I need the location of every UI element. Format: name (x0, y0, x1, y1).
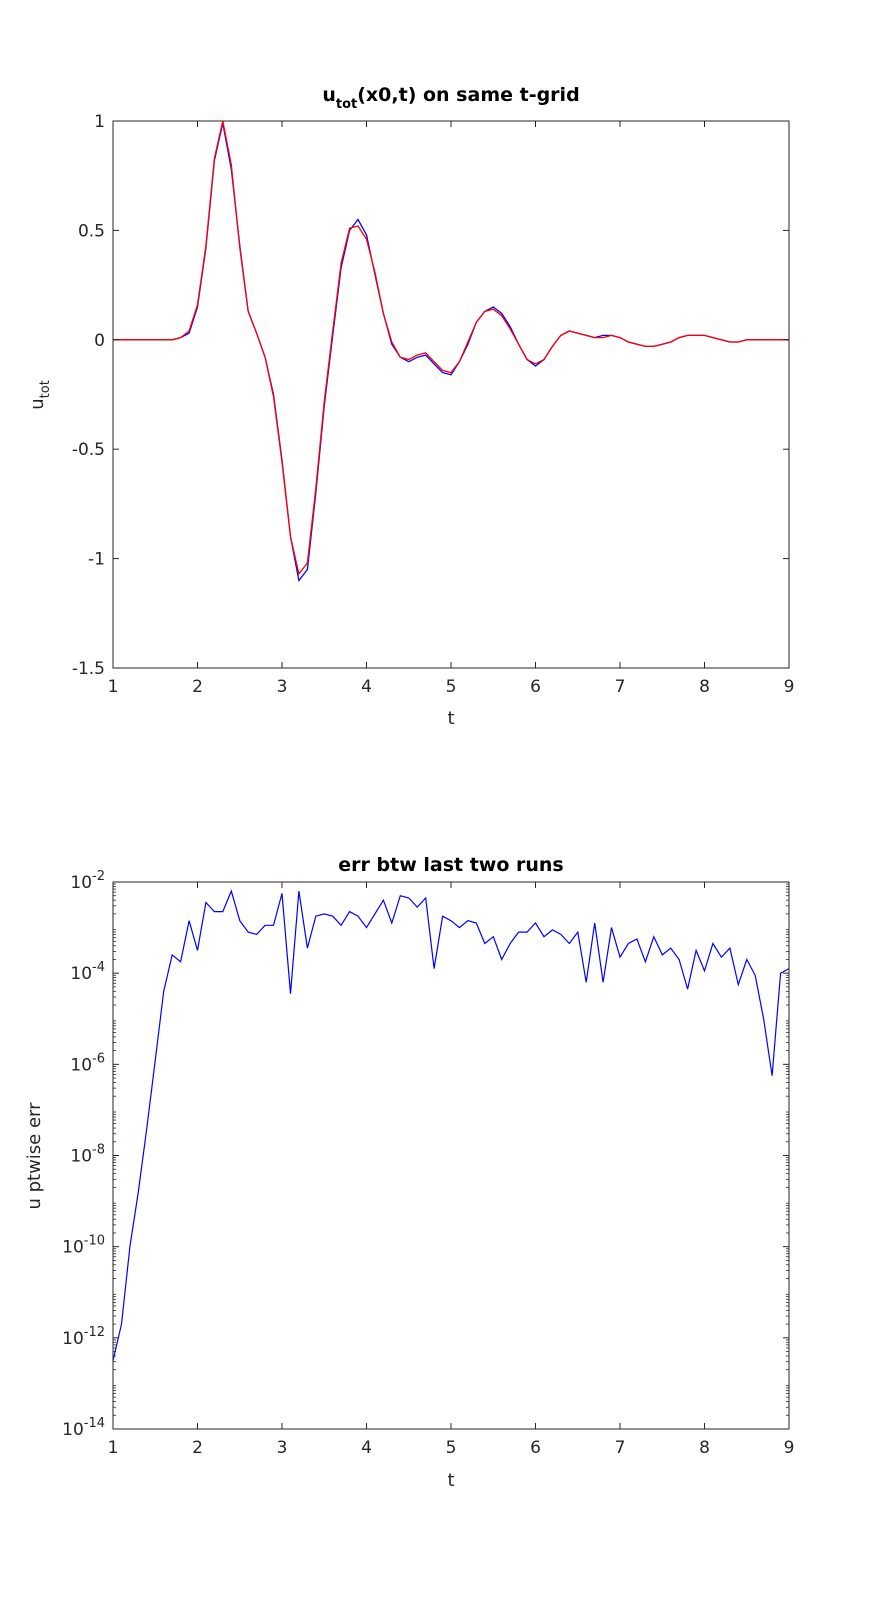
chart-utot-ytick-label: -1.5 (72, 659, 105, 679)
chart-err-xtick-label: 7 (615, 1438, 626, 1458)
chart-utot-series-layer (113, 120, 789, 583)
chart-err-ytick-label: 10-8 (70, 1143, 105, 1167)
chart-err-ticks: 1 2 3 4 5 6 7 8 9 10-14 10-12 10-10 10-8 10-6 10-4 10-2 (62, 869, 794, 1458)
chart-utot-ytick-label: 0.5 (78, 221, 105, 241)
chart-utot-xlabel: t (447, 708, 454, 729)
chart-utot-xtick-label: 7 (615, 677, 626, 697)
chart-utot-ticks: 1 2 3 4 5 6 7 8 9 -1.5 -1 -0.5 0 0.5 1 (72, 112, 795, 697)
chart-utot-ytick-label: 0 (94, 331, 105, 351)
chart-utot-xtick-label: 3 (277, 677, 288, 697)
chart-err-xtick-label: 9 (784, 1438, 795, 1458)
chart-utot-series-line-2 (113, 120, 789, 576)
chart-err-xtick-label: 8 (699, 1438, 710, 1458)
chart-err-ytick-label: 10-2 (70, 869, 105, 893)
chart-err-ytick-label: 10-12 (62, 1325, 105, 1349)
chart-err-title: err btw last two runs (338, 854, 563, 876)
chart-err-xtick-label: 2 (192, 1438, 203, 1458)
chart-utot-ylabel: utot (27, 380, 53, 410)
chart-utot-ytick-label: -1 (88, 550, 105, 570)
chart-utot-xtick-label: 5 (446, 677, 457, 697)
chart-err-ytick-label: 10-14 (62, 1416, 105, 1440)
chart-err-xtick-label: 5 (446, 1438, 457, 1458)
chart-err-ytick-label: 10-4 (70, 960, 105, 984)
chart-err: 1 2 3 4 5 6 7 8 9 10-14 10-12 10-10 10-8 10-6 10-4 10-2… (24, 854, 794, 1491)
chart-utot-ytick-label: 1 (94, 112, 105, 132)
chart-utot-title: utot(x0,t) on same t-grid (322, 84, 579, 112)
chart-err-series-layer (112, 889, 790, 1361)
chart-err-xtick-label: 1 (108, 1438, 119, 1458)
chart-utot-ytick-label: -0.5 (72, 440, 105, 460)
chart-err-ytick-label: 10-6 (70, 1051, 105, 1075)
chart-utot-xtick-label: 1 (108, 677, 119, 697)
chart-utot-xtick-label: 4 (361, 677, 372, 697)
chart-utot-xtick-label: 9 (784, 677, 795, 697)
chart-utot: 1 2 3 4 5 6 7 8 9 -1.5 -1 -0.5 0 0.5 1 utot(x0,t) on s… (27, 84, 794, 729)
chart-err-series-line-1 (112, 889, 790, 1361)
chart-err-xlabel: t (447, 1470, 454, 1491)
chart-utot-xtick-label: 8 (699, 677, 710, 697)
chart-utot-xtick-label: 6 (530, 677, 541, 697)
chart-err-xtick-label: 4 (361, 1438, 372, 1458)
chart-err-xtick-label: 3 (277, 1438, 288, 1458)
chart-err-xtick-label: 6 (530, 1438, 541, 1458)
chart-utot-xtick-label: 2 (192, 677, 203, 697)
chart-err-ylabel: u ptwise err (24, 1102, 45, 1210)
chart-err-ytick-label: 10-10 (62, 1234, 105, 1258)
